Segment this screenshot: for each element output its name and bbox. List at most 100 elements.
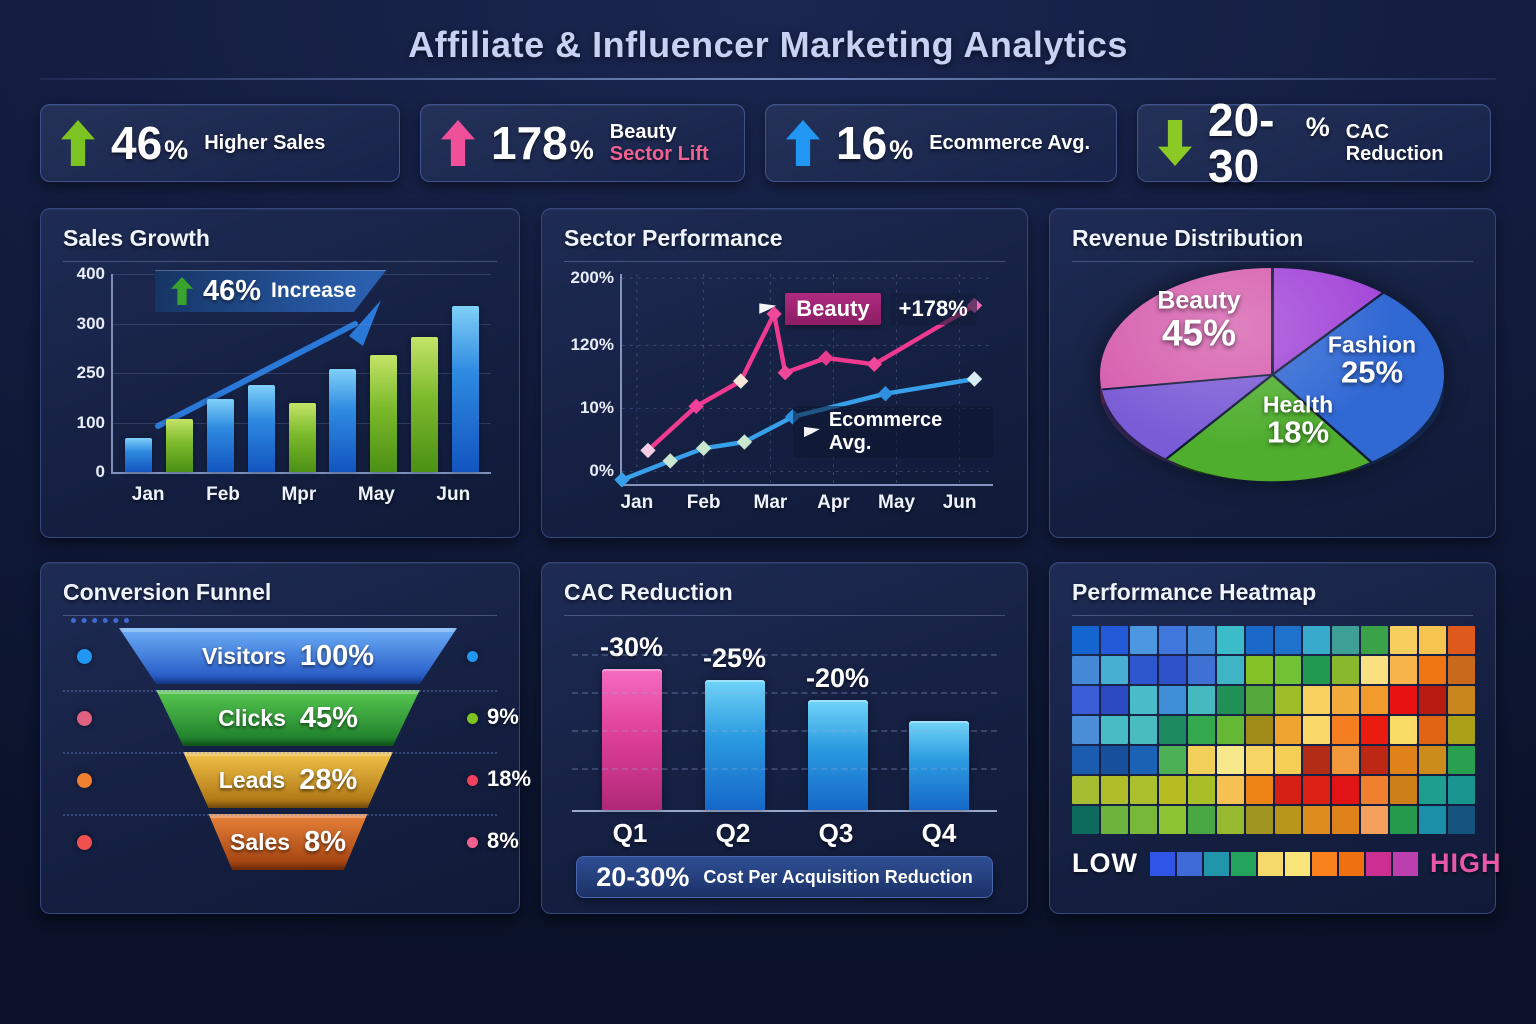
heatmap-cell — [1158, 716, 1186, 744]
up-arrow-icon — [171, 277, 193, 305]
heatmap-cell — [1100, 686, 1128, 714]
bar — [452, 305, 479, 472]
gridline — [572, 692, 997, 694]
card-title: Performance Heatmap — [1072, 579, 1317, 605]
x-axis-tick: Apr — [817, 492, 850, 513]
bullet-dot — [77, 835, 92, 850]
bar-column: -30% — [600, 620, 663, 810]
data-point-marker — [966, 371, 983, 387]
pie-label-fashion: Fashion 25% — [1327, 331, 1417, 390]
heatmap-cell — [1361, 716, 1389, 744]
heatmap-cell — [1129, 626, 1157, 654]
gridline — [113, 373, 491, 374]
heatmap-cell — [1274, 686, 1302, 714]
kpi-sublabel: Sector Lift — [609, 143, 709, 165]
y-axis-tick: 120% — [570, 335, 614, 355]
kpi-ecommerce-avg: 16% Ecommerce Avg. — [765, 104, 1117, 182]
heatmap-cell — [1187, 806, 1215, 834]
heatmap-cell — [1129, 806, 1157, 834]
conversion-funnel-chart: Visitors 100% Clicks 45% Leads 28% Sales 8% 9% 1… — [63, 618, 531, 880]
kpi-label: Ecommerce Avg. — [929, 131, 1090, 154]
legend-swatch — [1257, 851, 1283, 876]
cac-reduction-chart: -30% -25% -20% Q1 Q2 Q3 Q4 20-30% Cost Per Ac… — [564, 620, 1005, 898]
heatmap-cell — [1390, 626, 1418, 654]
dotted-separator — [63, 814, 497, 816]
gridline — [572, 768, 997, 770]
cac-banner: 20-30% Cost Per Acquisition Reduction — [576, 856, 993, 898]
bars — [113, 274, 491, 472]
data-point-marker — [777, 364, 793, 381]
heatmap-cell — [1100, 806, 1128, 834]
heatmap-cell — [1303, 656, 1331, 684]
slice-divider — [1270, 268, 1274, 375]
marker-dot — [467, 837, 478, 848]
flag-icon — [803, 426, 820, 438]
heatmap-cell — [1419, 746, 1447, 774]
heatmap-cell — [1158, 806, 1186, 834]
kpi-beauty-sector-lift: 178% Beauty Sector Lift — [420, 104, 745, 182]
heatmap-cell — [1332, 656, 1360, 684]
heatmap-cell — [1390, 776, 1418, 804]
gridline — [113, 323, 491, 325]
heatmap-cell — [1100, 716, 1128, 744]
heatmap-cell — [1129, 686, 1157, 714]
card-title: Conversion Funnel — [63, 579, 272, 605]
marker-dot — [467, 651, 478, 662]
heatmap-cell — [1158, 776, 1186, 804]
funnel-stage-value: 45% — [299, 701, 358, 734]
card-title: Revenue Distribution — [1072, 225, 1304, 251]
kpi-label: Higher Sales — [204, 131, 326, 154]
cards-grid: Sales Growth 400 300 250 100 0 46% Increase … — [40, 208, 1500, 914]
pie-face — [1100, 268, 1444, 482]
legend-low-label: LOW — [1072, 848, 1138, 878]
funnel-stage-sales: Sales 8% — [208, 814, 368, 870]
dotted-separator — [63, 690, 497, 692]
bar — [807, 700, 868, 810]
y-axis-tick: 0 — [95, 462, 105, 481]
heatmap-cell — [1419, 626, 1447, 654]
heatmap-cell — [1448, 746, 1475, 774]
heatmap-cell — [1129, 656, 1157, 684]
heatmap-cell — [1187, 746, 1215, 774]
x-axis-labels: Q1 Q2 Q3 Q4 — [572, 818, 997, 849]
bar — [411, 337, 439, 472]
marker-value: 18% — [487, 766, 532, 791]
legend-swatch — [1176, 851, 1202, 876]
data-point-marker — [695, 440, 712, 457]
heatmap-cell — [1072, 626, 1099, 654]
data-point-marker — [877, 385, 894, 402]
heatmap-cell — [1129, 716, 1157, 744]
bar-value-label: -25% — [703, 643, 767, 673]
funnel-stage-clicks: Clicks 45% — [156, 690, 420, 746]
heatmap-cell — [1419, 686, 1447, 714]
legend-swatch — [1149, 851, 1175, 876]
heatmap-cell — [1245, 716, 1273, 744]
x-axis-tick: May — [357, 484, 395, 505]
bar — [206, 398, 234, 472]
heatmap-cell — [1187, 686, 1215, 714]
heatmap-cell — [1419, 656, 1447, 684]
marker-dot — [467, 713, 478, 724]
bar-column: -20% — [806, 620, 869, 810]
gridline — [572, 730, 997, 732]
bar — [370, 355, 398, 472]
heatmap-cell — [1332, 686, 1360, 714]
legend-swatch — [1365, 851, 1391, 876]
performance-heatmap-chart: LOW HIGH — [1072, 620, 1500, 886]
pie-label-beauty: Beauty 45% — [1157, 286, 1241, 353]
x-axis-tick: May — [878, 492, 916, 513]
heatmap-cell — [1100, 626, 1128, 654]
heatmap-cell — [1245, 806, 1273, 834]
card-cac-reduction: CAC Reduction -30% -25% -20% Q1 Q2 Q3 Q4 20-3… — [541, 562, 1028, 914]
slice-divider — [1164, 374, 1274, 460]
x-axis-tick: Jan — [131, 484, 165, 505]
dotted-separator — [63, 752, 497, 754]
y-axis-tick: 100 — [76, 412, 105, 432]
x-axis-tick: Q2 — [715, 818, 751, 848]
x-axis-tick: Q3 — [818, 818, 854, 848]
legend-swatch — [1284, 851, 1310, 876]
heatmap-cell — [1361, 746, 1389, 774]
heatmap-cell — [1448, 776, 1475, 804]
up-arrow-icon — [61, 120, 95, 166]
heatmap-cell — [1274, 656, 1302, 684]
